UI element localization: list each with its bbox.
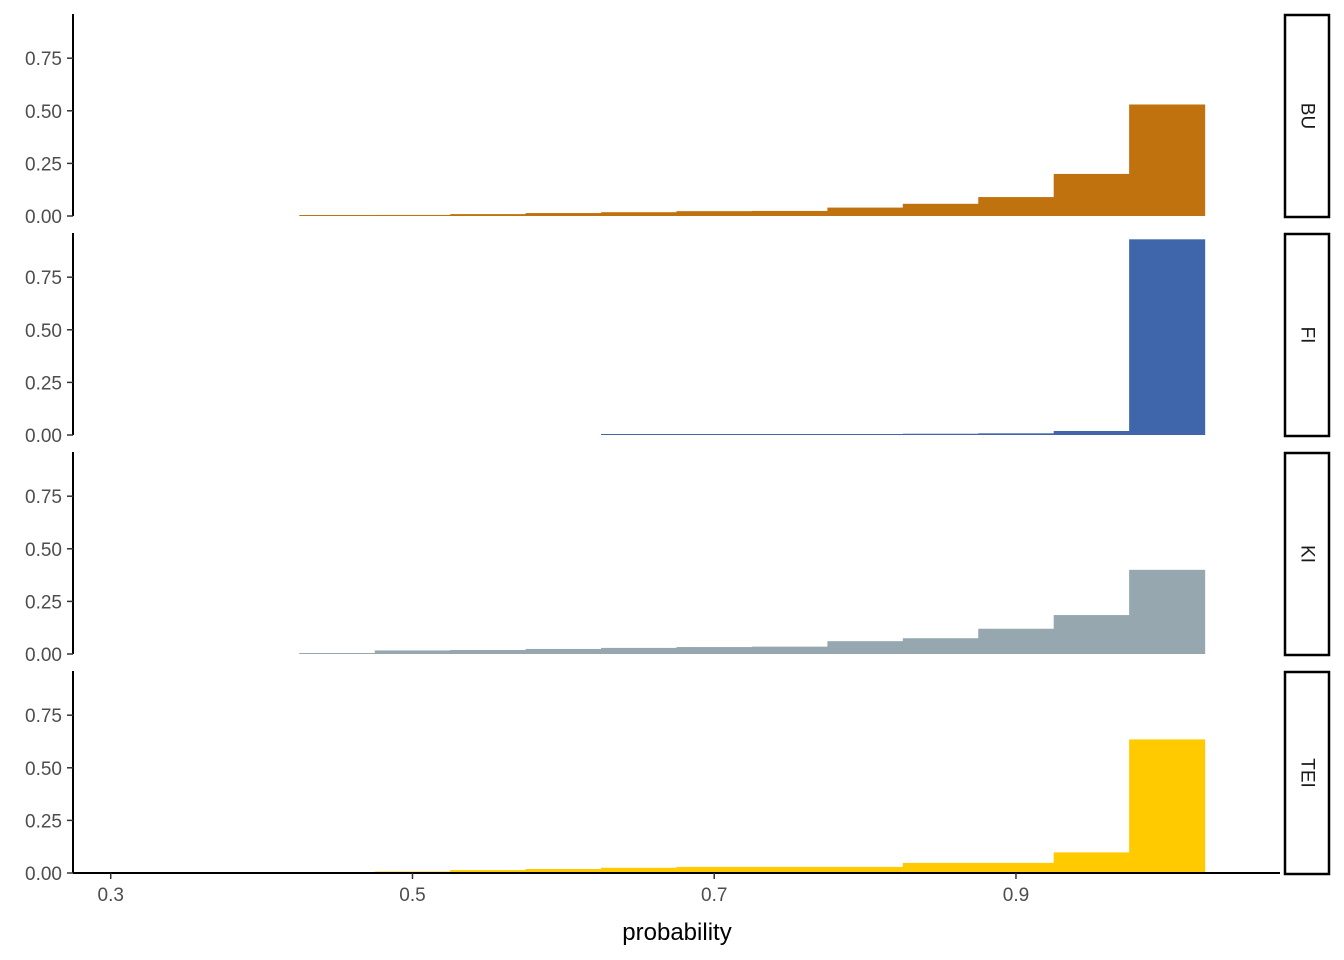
bar-ki-9	[978, 628, 1055, 654]
bar-ki-11	[1129, 569, 1206, 654]
bar-bu-1	[374, 214, 451, 216]
facet-strip	[1283, 13, 1331, 219]
y-tick-label: 0.00	[25, 426, 62, 447]
bar-bu-0	[299, 215, 376, 216]
facet-label-fi: FI	[1297, 327, 1318, 344]
y-tick-label: 0.50	[25, 540, 62, 561]
facet-label-bu: BU	[1297, 103, 1318, 129]
bar-fi-8	[902, 433, 979, 435]
x-tick-label: 0.3	[98, 885, 124, 906]
bar-bu-11	[1129, 104, 1206, 216]
bar-fi-9	[978, 433, 1055, 435]
bar-tei-5	[676, 866, 753, 873]
bar-ki-0	[299, 653, 376, 654]
y-tick-label: 0.00	[25, 207, 62, 228]
y-tick-label: 0.25	[25, 592, 62, 613]
y-tick-label: 0.50	[25, 321, 62, 342]
bar-ki-2	[450, 650, 527, 654]
y-tick-label: 0.25	[25, 154, 62, 175]
bar-bu-3	[525, 213, 602, 216]
panel-bu: 0.00 0.25 0.50 0.75 BU	[25, 13, 1331, 228]
y-tick-label: 0.00	[25, 645, 62, 666]
bar-tei-6	[751, 866, 828, 873]
y-tick-label: 0.25	[25, 811, 62, 832]
bar-bu-6	[751, 210, 828, 216]
bar-fi-7	[827, 434, 904, 435]
facet-strip	[1283, 670, 1331, 876]
bar-ki-7	[827, 641, 904, 654]
bar-tei-3	[525, 869, 602, 873]
bar-fi-4	[601, 434, 678, 435]
y-tick-label: 0.25	[25, 373, 62, 394]
y-tick-label: 0.75	[25, 268, 62, 289]
bar-bu-5	[676, 211, 753, 216]
bar-bu-7	[827, 207, 904, 216]
facet-strip	[1283, 232, 1331, 438]
panel-ki: 0.00 0.25 0.50 0.75 KI	[25, 451, 1331, 666]
bar-tei-8	[902, 862, 979, 873]
bar-ki-5	[676, 647, 753, 654]
bar-ki-4	[601, 647, 678, 654]
facet-label-tei: TEI	[1297, 758, 1318, 788]
y-tick-label: 0.00	[25, 864, 62, 885]
bar-tei-2	[450, 870, 527, 873]
panels-group: 0.000.250.500.75BU0.000.250.500.75FI0.00…	[25, 13, 1331, 885]
bar-bu-9	[978, 197, 1055, 216]
bar-tei-9	[978, 862, 1055, 873]
facet-strip	[1283, 451, 1331, 657]
bar-fi-5	[676, 434, 753, 435]
bar-bu-10	[1053, 173, 1130, 216]
bar-tei-10	[1053, 852, 1130, 873]
facet-label-ki: KI	[1297, 545, 1318, 563]
bar-fi-6	[751, 434, 828, 435]
bar-tei-11	[1129, 739, 1206, 873]
x-tick-label: 0.9	[1003, 885, 1029, 906]
panel-tei: 0.00 0.25 0.50 0.75 TEI	[25, 670, 1331, 885]
bar-bu-4	[601, 212, 678, 216]
bar-tei-4	[601, 867, 678, 873]
bar-ki-3	[525, 648, 602, 654]
x-axis: 0.3 0.5 0.7 0.9	[73, 872, 1280, 906]
bar-fi-10	[1053, 431, 1130, 435]
bar-fi-11	[1129, 239, 1206, 435]
x-tick-label: 0.7	[701, 885, 727, 906]
y-tick-label: 0.50	[25, 102, 62, 123]
x-axis-title: probability	[622, 919, 731, 946]
y-tick-label: 0.75	[25, 706, 62, 727]
y-tick-label: 0.75	[25, 49, 62, 70]
bar-ki-6	[751, 646, 828, 654]
bar-tei-7	[827, 866, 904, 873]
bar-ki-10	[1053, 615, 1130, 654]
bar-bu-2	[450, 214, 527, 216]
bar-ki-8	[902, 638, 979, 654]
y-tick-label: 0.75	[25, 487, 62, 508]
panel-fi: 0.00 0.25 0.50 0.75 FI	[25, 232, 1331, 447]
bar-ki-1	[374, 650, 451, 654]
x-tick-label: 0.5	[399, 885, 425, 906]
y-tick-label: 0.50	[25, 759, 62, 780]
bar-bu-8	[902, 203, 979, 216]
